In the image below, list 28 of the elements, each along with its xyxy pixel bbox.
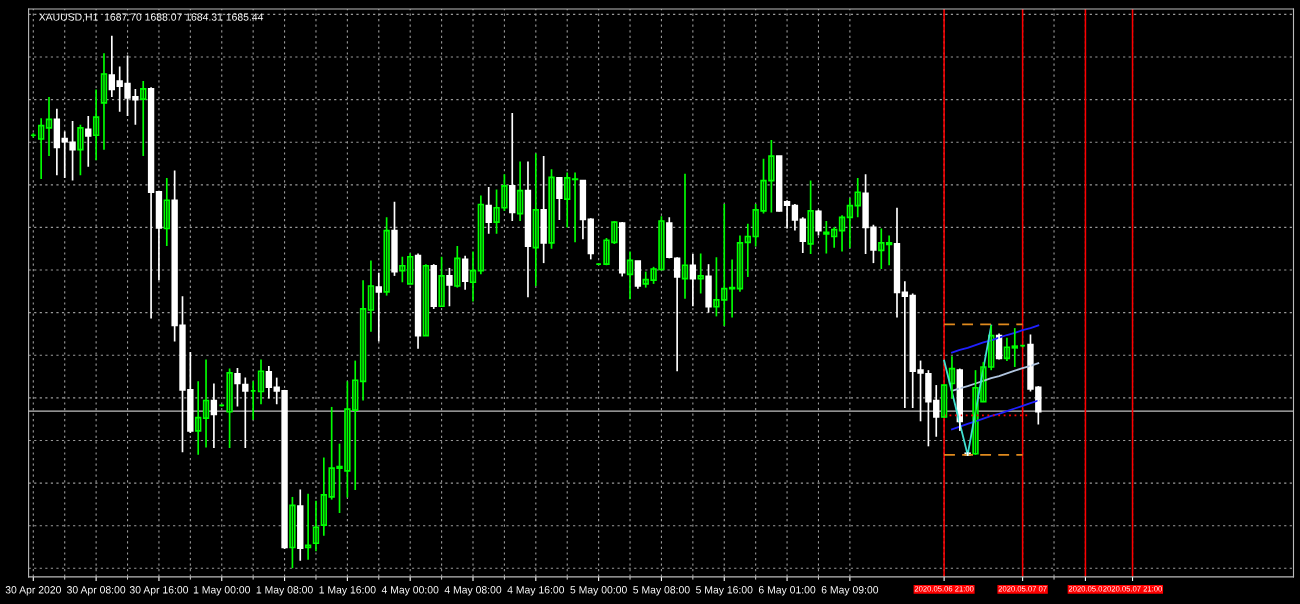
candlestick [705, 263, 712, 314]
candlestick [548, 168, 555, 250]
candlestick [77, 123, 84, 177]
chart-title: XAUUSD,H1 1687.70 1688.07 1684.31 1685.44 [38, 13, 264, 22]
x-tick-label: 1 May 08:00 [256, 586, 313, 596]
x-tick-label: 5 May 08:00 [633, 586, 690, 596]
x-tick-label: 30 Apr 2020 [5, 586, 61, 596]
candlestick [807, 179, 814, 255]
x-tick-label: 4 May 08:00 [444, 586, 502, 596]
candlestick [226, 367, 233, 449]
candlestick [446, 267, 453, 308]
x-tick-label: 1 May 00:00 [193, 586, 251, 596]
candlestick [556, 177, 563, 221]
x-tick-label: 30 Apr 08:00 [66, 586, 126, 596]
x-tick-label: 6 May 01:00 [758, 586, 816, 596]
x-tick-label: 4 May 00:00 [381, 586, 439, 596]
candlestick [815, 209, 822, 237]
x-tick-label: 30 Apr 16:00 [129, 586, 189, 596]
x-tick-label: 5 May 16:00 [696, 586, 753, 596]
x-tick-label: 5 May 00:00 [570, 586, 627, 596]
candlestick [438, 255, 445, 308]
x-tick-label: 1 May 16:00 [319, 586, 376, 596]
candlestick [383, 216, 390, 297]
x-tick-label: 6 May 09:00 [821, 586, 879, 596]
candlestick [289, 496, 296, 570]
candlestick [234, 367, 241, 408]
x-tick-label: 4 May 16:00 [507, 586, 565, 596]
candlestick [391, 201, 398, 277]
